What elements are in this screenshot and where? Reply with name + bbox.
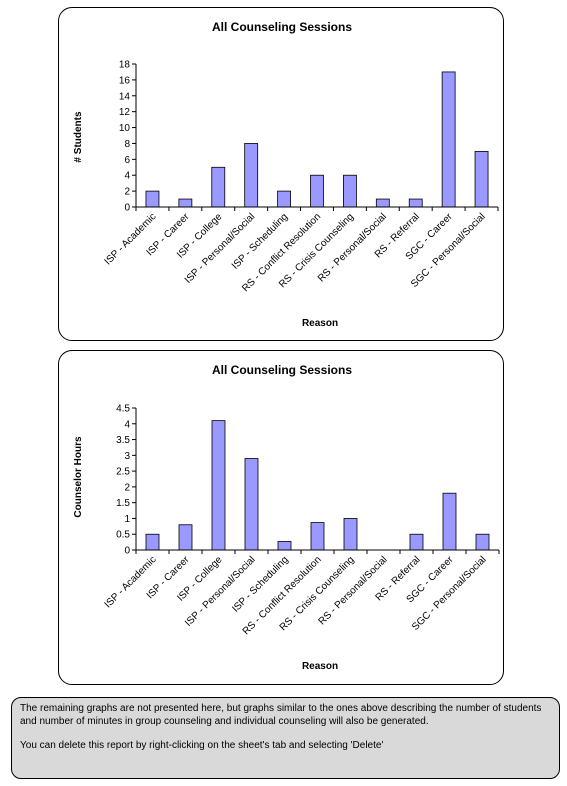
note-text-delete-instructions: You can delete this report by right-clic… [20,740,384,751]
x-axis-label: Reason [302,318,338,329]
bar [277,190,291,208]
bar [310,522,325,551]
bar [145,190,160,208]
bar [310,174,324,208]
x-tick-label: ISP - Scheduling [230,554,290,614]
y-tick-label: 6 [124,155,130,166]
x-axis-label: Reason [302,661,338,672]
bar [277,541,292,551]
bar [474,150,489,208]
y-tick-label: 14 [119,91,131,102]
x-tick-label: ISP - Academic [103,211,159,267]
y-axis-label: Counselor Hours [73,436,84,518]
x-tick-label: ISP - Scheduling [230,211,290,271]
y-tick-label: 4 [124,171,130,182]
info-note: The remaining graphs are not presented h… [11,697,560,779]
bar [244,143,259,208]
y-tick-label: 1 [124,514,130,525]
bar [409,533,424,551]
y-tick-label: 0 [124,203,130,214]
bar [211,420,226,551]
bar [145,533,160,551]
x-tick-label: ISP - Academic [103,554,159,610]
y-tick-label: 8 [124,139,130,150]
chart-title: All Counseling Sessions [212,20,352,34]
bar [178,198,193,208]
bar [211,166,226,208]
students-chart: All Counseling Sessions 0 2 4 6 8 10 12 14 16 18 IS… [73,20,499,329]
note-text-remaining-graphs: The remaining graphs are not presented h… [20,703,542,727]
bar [408,198,423,208]
y-tick-label: 18 [119,60,131,71]
bar [343,518,358,551]
y-tick-label: 2 [124,187,130,198]
students-chart-panel: All Counseling Sessions 0 2 4 6 8 10 12 14 16 18 IS… [58,7,504,341]
y-tick-label: 12 [119,107,131,118]
chart-title: All Counseling Sessions [212,363,352,377]
y-tick-label: 16 [119,75,131,86]
bar [244,458,259,551]
y-tick-label: 1.5 [116,498,130,509]
y-tick-label: 4.5 [116,404,130,415]
bar [475,533,490,551]
y-tick-label: 2.5 [116,467,130,478]
bar [178,524,193,551]
y-axis-label: # Students [73,111,84,163]
y-tick-label: 4 [124,419,130,430]
y-tick-label: 10 [119,123,131,134]
y-tick-label: 0.5 [116,530,130,541]
bar [375,198,390,208]
bar [343,174,357,208]
y-tick-label: 2 [124,482,130,493]
y-tick-label: 3.5 [116,435,130,446]
y-tick-label: 0 [124,546,130,557]
bar [442,492,457,551]
hours-chart: All Counseling Sessions 0 0.5 1 1.5 2 2.5 3 3.5 4… [73,363,500,672]
bar [441,71,456,208]
y-tick-label: 3 [124,451,130,462]
hours-chart-panel: All Counseling Sessions 0 0.5 1 1.5 2 2.5 3 3.5 4… [58,350,504,685]
